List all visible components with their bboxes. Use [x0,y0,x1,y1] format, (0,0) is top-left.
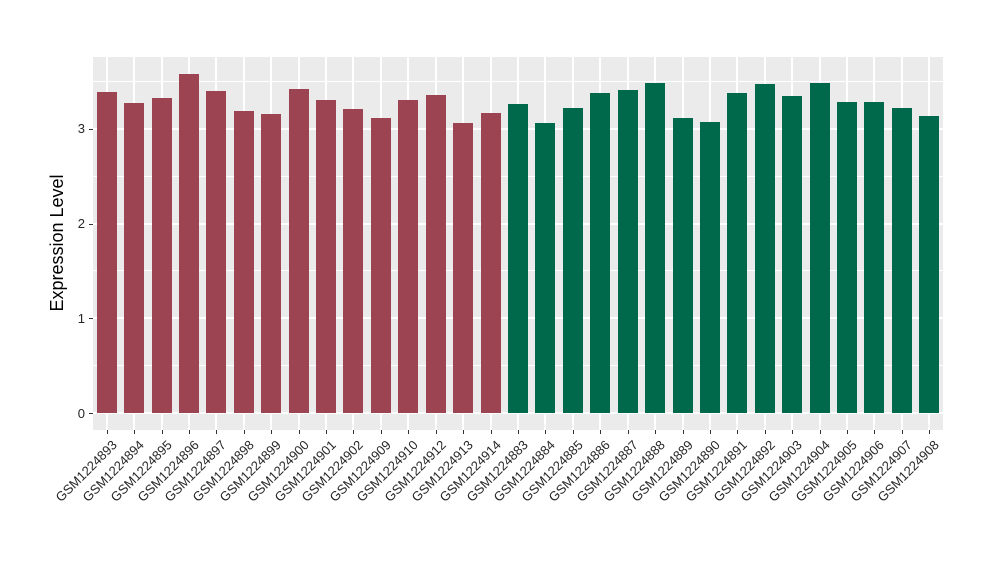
x-tick-mark [682,430,684,434]
x-tick-mark [408,430,410,434]
bar [562,108,583,413]
bar [617,90,638,413]
x-tick-mark [326,430,328,434]
bar [453,123,474,413]
x-tick-mark [655,430,657,434]
x-tick-mark [847,430,849,434]
x-tick-mark [518,430,519,434]
x-tick-mark [600,430,602,434]
x-tick-mark [737,430,739,434]
bar [919,115,940,413]
x-tick-mark [490,430,492,434]
bar [645,83,666,413]
x-tick-mark [380,430,382,434]
bar [508,104,528,413]
x-tick-mark [627,430,629,434]
bar [316,99,337,413]
y-tick-mark [89,128,93,130]
bar [425,94,446,413]
y-tick-label: 2 [77,216,85,232]
x-tick-mark [106,430,108,434]
bar [480,112,501,413]
bar [809,83,830,413]
bar [727,92,748,413]
x-tick-mark [435,430,437,434]
x-tick-mark [545,430,547,434]
y-tick-label: 3 [77,121,85,137]
x-tick-mark [161,430,163,434]
bar [672,117,693,413]
x-tick-mark [463,430,465,434]
y-tick-label: 0 [77,405,85,421]
y-tick-mark [89,223,93,225]
bar [151,97,172,413]
bar [261,113,282,413]
x-tick-mark [764,430,766,434]
x-tick-mark [929,430,931,434]
x-tick-mark [709,430,711,434]
x-tick-mark [901,430,903,434]
bar [343,109,364,413]
bar [178,73,199,413]
bar [124,103,145,413]
x-tick-mark [819,430,821,434]
x-tick-mark [188,430,190,434]
x-tick-mark [353,430,355,434]
bar [288,89,309,413]
x-tick-mark [572,430,574,434]
x-tick-mark [271,430,273,434]
bar [398,100,419,413]
y-tick-mark [89,413,93,414]
y-tick-label: 1 [77,310,85,326]
plot-panel [93,57,943,430]
x-tick-mark [792,430,794,434]
y-tick-mark [89,318,93,320]
bar [891,108,912,413]
bar [535,123,556,413]
bar [96,91,117,413]
x-tick-mark [243,430,245,434]
bar [590,92,611,413]
bar [699,122,720,413]
bar [233,110,254,413]
x-tick-mark [874,430,876,434]
x-tick-mark [134,430,136,434]
x-tick-mark [216,430,218,434]
bar [754,84,775,413]
bar [206,91,227,413]
bar [837,102,858,413]
bar [782,95,803,413]
bar [370,117,391,413]
x-tick-mark [298,430,300,434]
bar [864,102,885,413]
